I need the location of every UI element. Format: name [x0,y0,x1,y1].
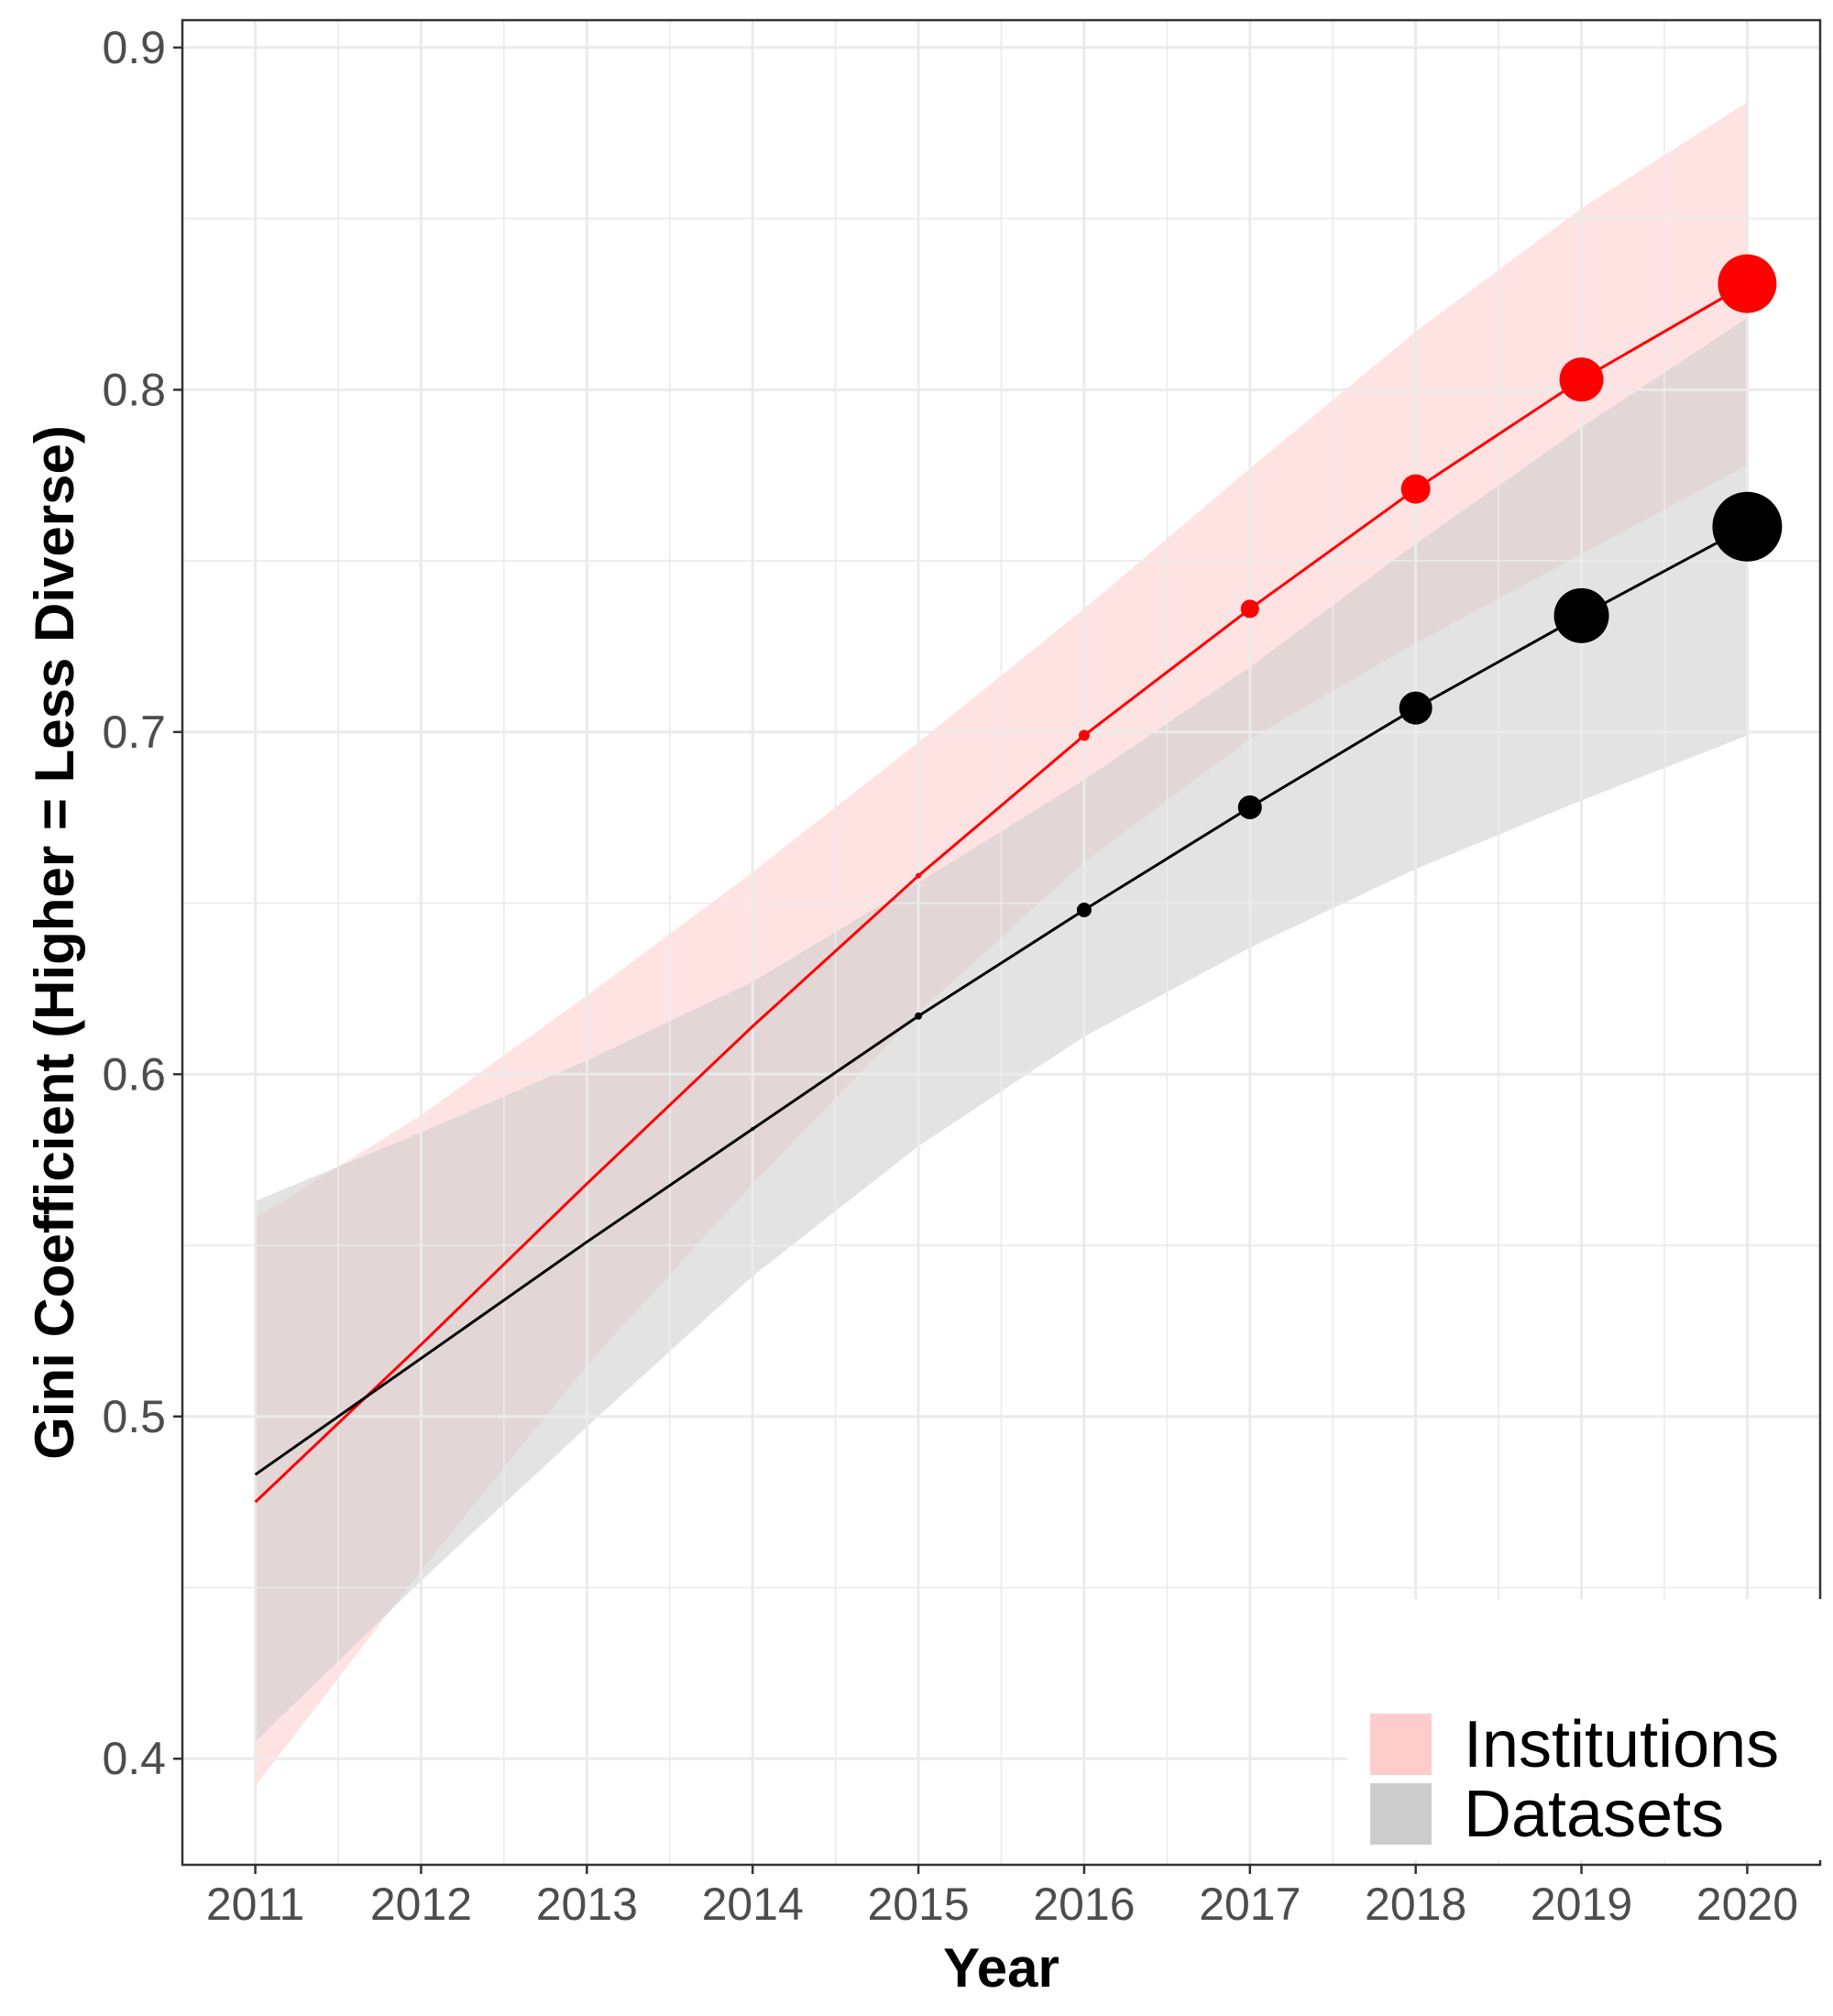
x-axis-ticks: 2011 2012 2013 2014 2015 2016 2017 2018 2019 2020 [206,1865,1798,1930]
series-line-datasets [254,525,1749,1476]
legend-label-institutions: Institutions [1464,1708,1779,1781]
legend-key-datasets [1370,1783,1432,1845]
band-institutions [255,102,1748,1787]
x-tick-label: 2019 [1531,1879,1632,1930]
point-institutions-2020 [1718,254,1777,313]
y-axis-title: Gini Coefficient (Higher = Less Diverse) [24,425,85,1460]
legend-label-datasets: Datasets [1464,1778,1724,1851]
x-axis-title: Year [943,1937,1059,1999]
point-datasets-2017 [1237,794,1262,819]
plot-panel-border [181,18,1822,1867]
point-datasets-2016 [1076,903,1092,918]
point-datasets-2014 [751,1127,755,1132]
x-tick-label: 2018 [1365,1879,1466,1930]
y-tick-label: 0.7 [102,707,166,758]
legend-key-institutions [1370,1714,1432,1775]
x-tick-label: 2017 [1199,1879,1301,1930]
x-tick-label: 2013 [536,1879,638,1930]
y-tick-label: 0.4 [102,1733,166,1784]
series-line-institutions [254,282,1749,1504]
series-lines [254,282,1749,1504]
point-datasets-2020 [1712,491,1783,562]
x-tick-label: 2012 [370,1879,472,1930]
x-tick-label: 2020 [1696,1879,1798,1930]
x-tick-label: 2015 [867,1879,969,1930]
point-institutions-2016 [1078,729,1090,741]
point-institutions-2017 [1240,599,1259,619]
y-tick-label: 0.9 [102,22,166,73]
grid-lines [182,20,1820,1865]
y-tick-label: 0.8 [102,364,166,415]
x-tick-label: 2016 [1033,1879,1135,1930]
point-institutions-2018 [1400,474,1431,504]
series-points [751,254,1783,1132]
point-institutions-2019 [1559,357,1604,402]
x-tick-label: 2014 [702,1879,804,1930]
point-datasets-2018 [1399,691,1432,725]
point-datasets-2015 [915,1012,923,1020]
y-tick-label: 0.6 [102,1048,166,1100]
y-tick-label: 0.5 [102,1391,166,1442]
x-tick-label: 2011 [206,1879,305,1930]
y-axis-ticks: 0.4 0.5 0.6 0.7 0.8 0.9 [102,22,182,1784]
point-institutions-2015 [916,872,922,879]
point-datasets-2019 [1553,587,1609,643]
